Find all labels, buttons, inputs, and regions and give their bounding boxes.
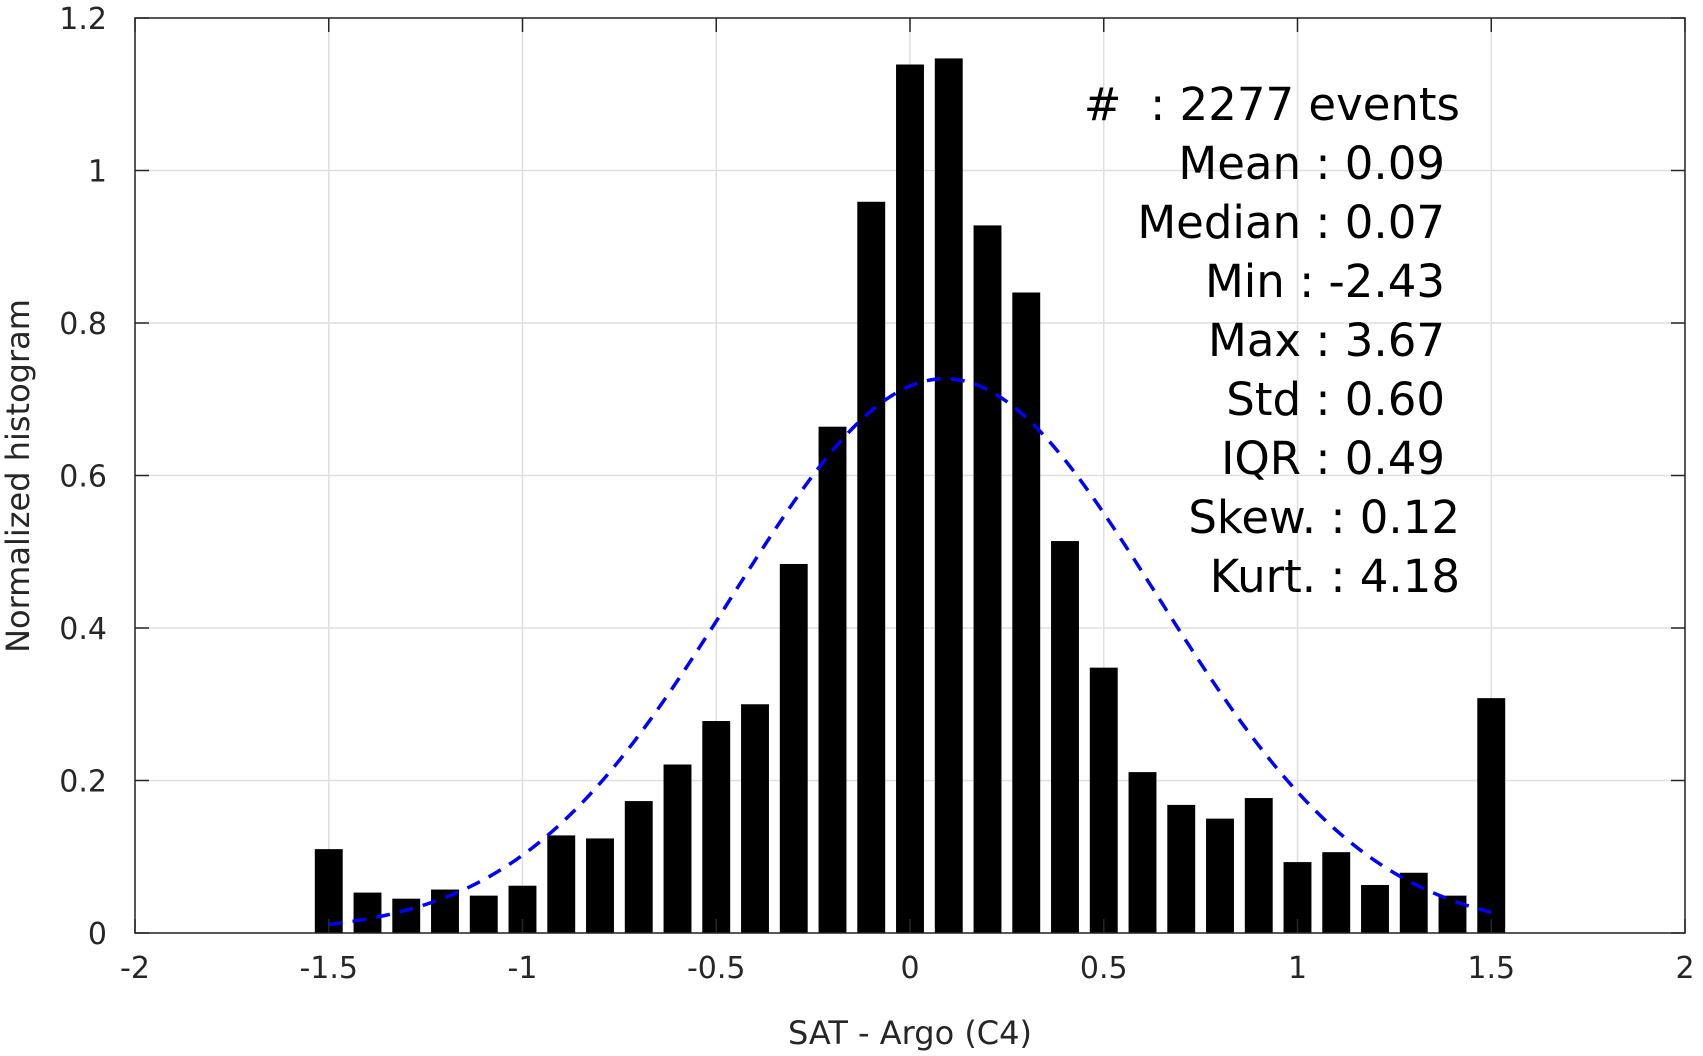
histogram-bar — [1361, 884, 1389, 933]
histogram-bar — [1128, 772, 1157, 933]
y-tick-label: 0.4 — [59, 612, 107, 647]
y-tick-label: 0.8 — [59, 307, 107, 342]
y-tick-label: 0.6 — [59, 460, 107, 495]
stat-events: # : 2277 events — [1084, 78, 1460, 131]
histogram-bar — [663, 764, 692, 933]
histogram-bar — [1322, 852, 1351, 933]
x-tick-labels: -2 -1.5 -1 -0.5 0 0.5 1 1.5 2 — [120, 951, 1695, 986]
histogram-bar — [1012, 292, 1041, 933]
histogram-bar — [431, 889, 459, 933]
x-tick-label: 2 — [1675, 951, 1694, 986]
histogram-bars — [314, 58, 1506, 934]
histogram-bar — [469, 895, 498, 933]
histogram-bar — [896, 64, 924, 933]
histogram-bar — [934, 58, 963, 934]
x-tick-label: -0.5 — [687, 951, 746, 986]
histogram-bar — [1438, 895, 1467, 933]
histogram-bar — [586, 838, 614, 933]
x-axis-label: SAT - Argo (C4) — [788, 1014, 1032, 1052]
stat-median: Median : 0.07 — [1137, 196, 1445, 249]
x-tick-label: 1 — [1288, 951, 1307, 986]
histogram-bar — [741, 704, 769, 933]
histogram-bar — [779, 563, 808, 933]
histogram-bar — [1089, 667, 1118, 933]
stat-skew: Skew. : 0.12 — [1188, 491, 1460, 544]
histogram-bar — [1477, 698, 1506, 933]
y-tick-label: 1.2 — [59, 2, 107, 37]
histogram-bar — [1051, 541, 1079, 933]
histogram-bar — [1206, 818, 1234, 933]
y-tick-label: 1 — [88, 155, 107, 190]
normal-fit-curve — [328, 376, 1492, 927]
histogram-bar — [1167, 804, 1196, 933]
x-tick-label: 1.5 — [1467, 951, 1515, 986]
histogram-bar — [702, 721, 731, 933]
stat-min: Min : -2.43 — [1205, 255, 1445, 308]
axes — [134, 17, 1686, 934]
y-tick-labels: 0 0.2 0.4 0.6 0.8 1 1.2 — [59, 2, 107, 952]
histogram-bar — [353, 892, 382, 933]
x-tick-label: 0.5 — [1080, 951, 1128, 986]
x-tick-label: 0 — [900, 951, 919, 986]
stat-kurt: Kurt. : 4.18 — [1210, 550, 1460, 603]
stats-annotation: # : 2277 events Mean : 0.09 Median : 0.0… — [1084, 78, 1460, 603]
x-tick-label: -1.5 — [299, 951, 358, 986]
stat-mean: Mean : 0.09 — [1178, 137, 1445, 190]
histogram-bar — [818, 426, 847, 933]
stat-std: Std : 0.60 — [1226, 373, 1445, 426]
x-tick-label: -2 — [120, 951, 150, 986]
y-tick-label: 0.2 — [59, 765, 107, 800]
histogram-bar — [973, 225, 1002, 933]
histogram-bar — [547, 835, 576, 933]
histogram-bar — [392, 898, 421, 933]
x-tick-label: -1 — [508, 951, 538, 986]
histogram-bar — [1244, 798, 1273, 933]
y-tick-label: 0 — [88, 917, 107, 952]
y-axis-label: Normalized histogram — [0, 299, 37, 653]
stat-iqr: IQR : 0.49 — [1221, 432, 1445, 485]
stat-max: Max : 3.67 — [1208, 314, 1445, 367]
histogram-bar — [624, 801, 653, 933]
histogram-bar — [857, 201, 886, 933]
